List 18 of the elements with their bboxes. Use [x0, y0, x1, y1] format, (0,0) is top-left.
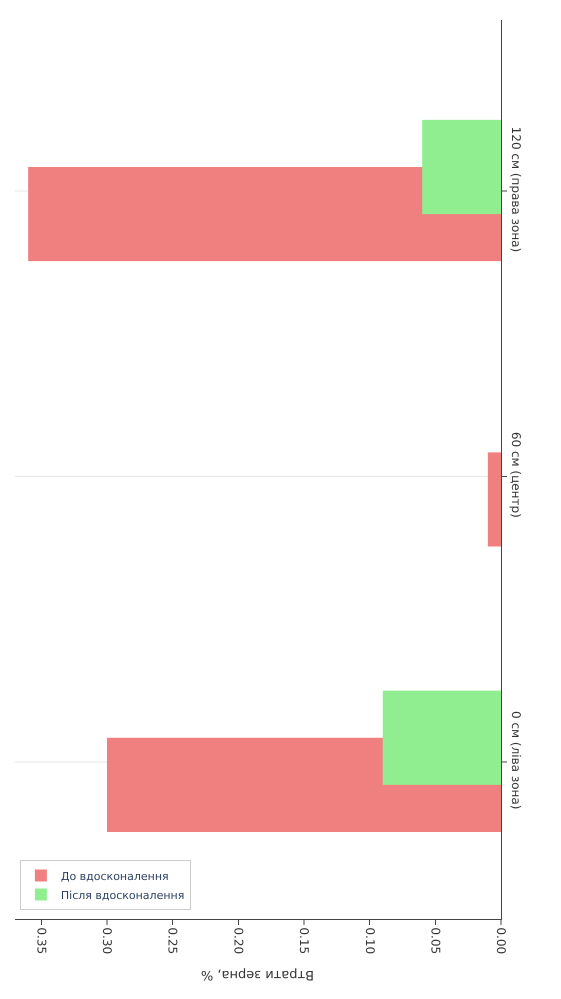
x-tick-label: 0.30	[100, 927, 114, 954]
legend-label: До вдосконалення	[60, 870, 169, 883]
bar	[28, 166, 501, 262]
x-tick-label: 0.15	[297, 927, 312, 954]
x-tick-label: 0.00	[494, 927, 508, 954]
y-tick-label: 60 см (центр)	[508, 432, 523, 518]
x-tick-label: 0.25	[166, 927, 180, 954]
x-tick-label: 0.05	[428, 927, 442, 954]
y-tick-label: 120 см (права зона)	[508, 126, 523, 252]
y-tick-label: 0 см (ліва зона)	[508, 711, 523, 810]
bar	[422, 120, 501, 214]
bar	[382, 690, 501, 785]
bar	[488, 452, 501, 547]
x-tick-label: 0.10	[362, 927, 377, 954]
legend-label: Після вдосконалення	[60, 888, 184, 902]
x-tick-label: 0.35	[34, 927, 48, 954]
x-axis-title: Втрати зерна, %	[200, 967, 314, 982]
x-tick-label: 0.20	[231, 927, 246, 954]
